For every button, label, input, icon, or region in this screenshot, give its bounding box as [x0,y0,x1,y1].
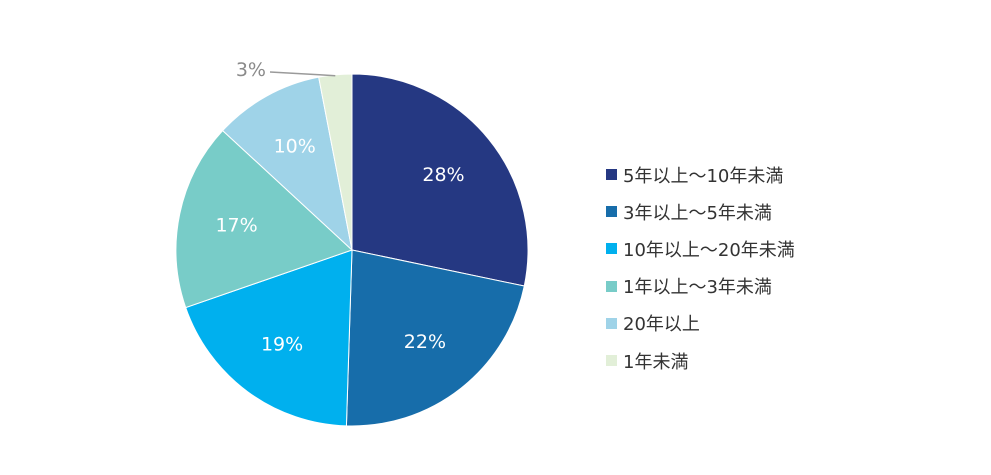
slice-label: 10% [274,136,316,158]
slice-label: 3% [236,59,266,81]
slice-label: 28% [422,164,464,186]
legend-swatch [606,355,617,367]
leader-line [269,71,336,77]
legend-label: 10年以上〜20年未満 [623,239,795,261]
pie-slice [175,129,353,309]
pie-slice [345,249,525,427]
legend-item: 5年以上〜10年未満 [606,156,795,193]
legend-item: 3年以上〜5年未満 [606,193,795,230]
legend-item: 10年以上〜20年未満 [606,230,795,267]
pie-slice [222,76,353,252]
legend-label: 20年以上 [623,314,700,336]
legend-label: 1年未満 [623,351,689,373]
legend-swatch [606,243,617,255]
legend-item: 1年以上〜3年未満 [606,268,795,305]
pie-slice [318,73,353,251]
pie-slice [351,73,529,287]
legend-swatch [606,280,617,292]
legend-swatch [606,169,617,181]
pie-slice [185,249,353,427]
legend-swatch [606,206,617,218]
slice-label: 22% [404,331,446,353]
legend-swatch [606,317,617,329]
slice-label: 17% [215,214,257,236]
legend-item: 20年以上 [606,305,795,342]
slice-label: 19% [261,334,303,356]
legend-label: 5年以上〜10年未満 [623,165,784,187]
legend-label: 1年以上〜3年未満 [623,277,772,299]
legend-item: 1年未満 [606,342,795,379]
legend-label: 3年以上〜5年未満 [623,202,772,224]
chart-legend: 5年以上〜10年未満 3年以上〜5年未満 10年以上〜20年未満 1年以上〜3年… [606,156,795,379]
